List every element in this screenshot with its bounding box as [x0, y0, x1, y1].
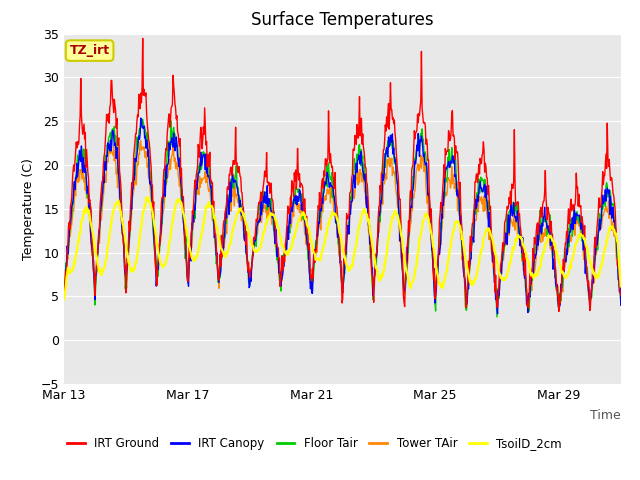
Title: Surface Temperatures: Surface Temperatures [251, 11, 434, 29]
Legend: IRT Ground, IRT Canopy, Floor Tair, Tower TAir, TsoilD_2cm: IRT Ground, IRT Canopy, Floor Tair, Towe… [63, 432, 566, 455]
Text: TZ_irt: TZ_irt [70, 44, 109, 57]
Text: Time: Time [590, 408, 621, 421]
Y-axis label: Temperature (C): Temperature (C) [22, 158, 35, 260]
